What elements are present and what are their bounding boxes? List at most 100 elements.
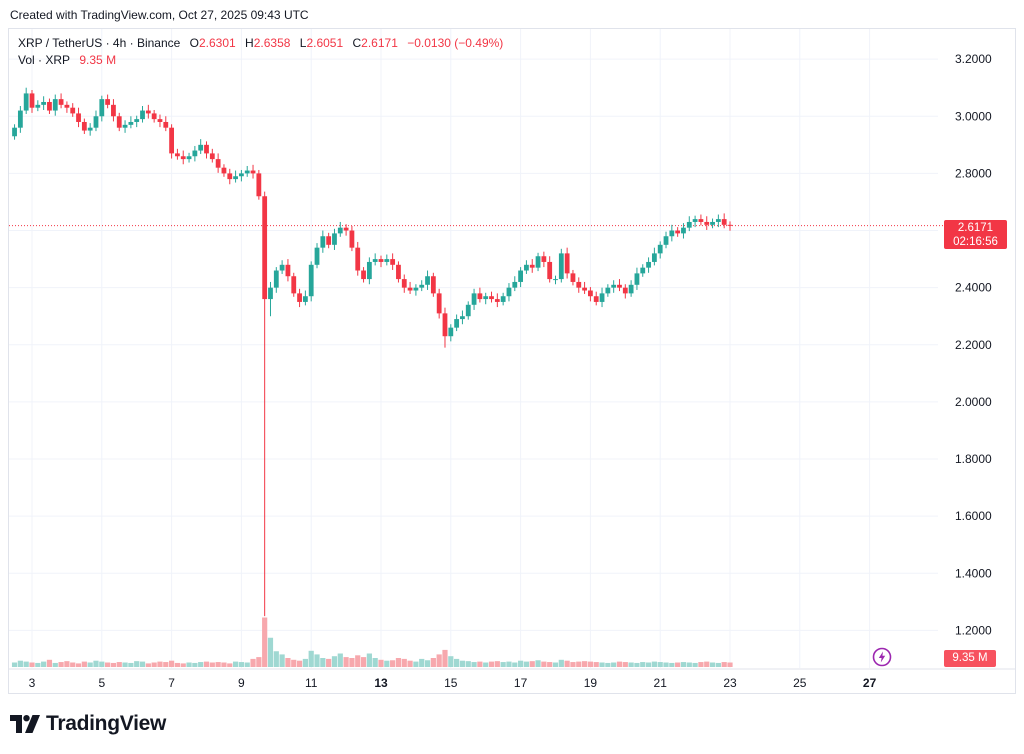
volume-bar [657, 662, 663, 667]
volume-bar [198, 662, 204, 667]
candle-body [407, 287, 413, 291]
volume-bar [186, 662, 192, 667]
volume-bar [87, 662, 93, 667]
volume-bar [41, 661, 47, 667]
x-tick-label: 3 [29, 676, 36, 690]
candle-body [233, 176, 238, 180]
candle-body [669, 230, 675, 237]
volume-bar [483, 662, 489, 667]
volume-bar [192, 662, 198, 667]
candle-body [588, 290, 593, 297]
volume-bar [704, 661, 710, 667]
volume-bar [291, 659, 297, 667]
volume-bar [308, 650, 314, 667]
candle-body [186, 156, 192, 160]
candle-body [529, 264, 535, 268]
volume-bar [209, 662, 215, 667]
volume-bar [169, 660, 175, 667]
volume-bar [721, 662, 727, 667]
volume-bar [227, 663, 233, 667]
candle-body [558, 253, 564, 280]
candle-body [314, 247, 320, 265]
y-tick-label: 3.2000 [955, 52, 992, 66]
candle-body [576, 281, 582, 288]
candle-body [221, 167, 227, 174]
volume-bar [477, 661, 483, 667]
volume-bar [424, 660, 431, 667]
volume-bar [64, 661, 70, 667]
candle-body [145, 110, 151, 114]
volume-bar [436, 654, 442, 667]
x-tick-label: 25 [793, 676, 807, 690]
candle-body [681, 227, 686, 234]
candle-body [93, 116, 99, 128]
candle-body [180, 156, 186, 160]
volume-bar [488, 661, 495, 667]
legend-low-label: L [299, 36, 307, 50]
volume-bar [116, 662, 122, 667]
volume-bar [273, 651, 279, 667]
candle-body [47, 101, 52, 111]
candle-body [686, 221, 692, 228]
tradingview-logo[interactable]: TradingView [10, 712, 166, 736]
candle-body [239, 173, 244, 177]
candle-body [17, 110, 23, 128]
lightning-bolt-icon[interactable] [872, 647, 892, 667]
x-tick-label: 9 [238, 676, 245, 690]
volume-bar [459, 660, 466, 667]
bar-countdown: 02:16:56 [953, 236, 998, 248]
volume-bar [622, 662, 628, 667]
candle-body [564, 253, 570, 274]
candle-body [541, 256, 547, 262]
candle-body [192, 150, 198, 157]
volume-bar [134, 661, 140, 667]
volume-bar [262, 617, 268, 667]
candle-body [343, 227, 349, 231]
y-tick-label: 1.6000 [955, 509, 992, 523]
candle-body [262, 196, 268, 300]
legend-symbol[interactable]: XRP / TetherUS · 4h · Binance [18, 36, 181, 50]
candle-body [605, 287, 611, 294]
x-tick-label: 23 [723, 676, 737, 690]
candlestick-chart[interactable]: 3.20003.00002.80002.60002.40002.20002.00… [0, 0, 1024, 700]
volume-bar [110, 662, 117, 667]
candle-body [285, 264, 291, 277]
volume-bar [314, 654, 320, 667]
volume-bar [523, 661, 530, 667]
legend-high-label: H [245, 36, 254, 50]
volume-bar [52, 662, 58, 667]
candle-body [209, 153, 215, 160]
legend-volume-label[interactable]: Vol · XRP [18, 53, 71, 67]
volume-bar [680, 662, 687, 667]
volume-bar [302, 658, 308, 667]
candle-body [425, 276, 430, 285]
volume-bar [587, 661, 593, 667]
candle-body [337, 227, 343, 234]
volume-bar [122, 662, 128, 667]
candle-body [436, 293, 442, 314]
volume-bar [628, 662, 634, 667]
volume-bar [634, 662, 640, 667]
candle-body [128, 121, 134, 125]
candle-body [390, 259, 396, 265]
volume-bar [221, 662, 227, 667]
volume-bar [23, 661, 29, 667]
candle-body [471, 293, 477, 305]
candle-body [524, 264, 529, 271]
volume-bar [366, 653, 372, 667]
candle-body [628, 284, 634, 294]
legend-ohlc-row: XRP / TetherUS · 4h · Binance O2.6301 H2… [18, 35, 503, 52]
candle-body [361, 270, 366, 280]
candle-body [419, 284, 425, 288]
volume-bar [727, 662, 733, 667]
volume-bar [11, 662, 18, 667]
chart-frame[interactable] [8, 28, 1016, 694]
candle-body [215, 159, 221, 168]
volume-bar [645, 662, 652, 667]
volume-bar [715, 662, 721, 667]
candle-body [582, 287, 587, 291]
volume-bar [413, 661, 419, 667]
candle-body [622, 287, 628, 294]
volume-bar [651, 661, 657, 667]
volume-bar [663, 662, 669, 667]
